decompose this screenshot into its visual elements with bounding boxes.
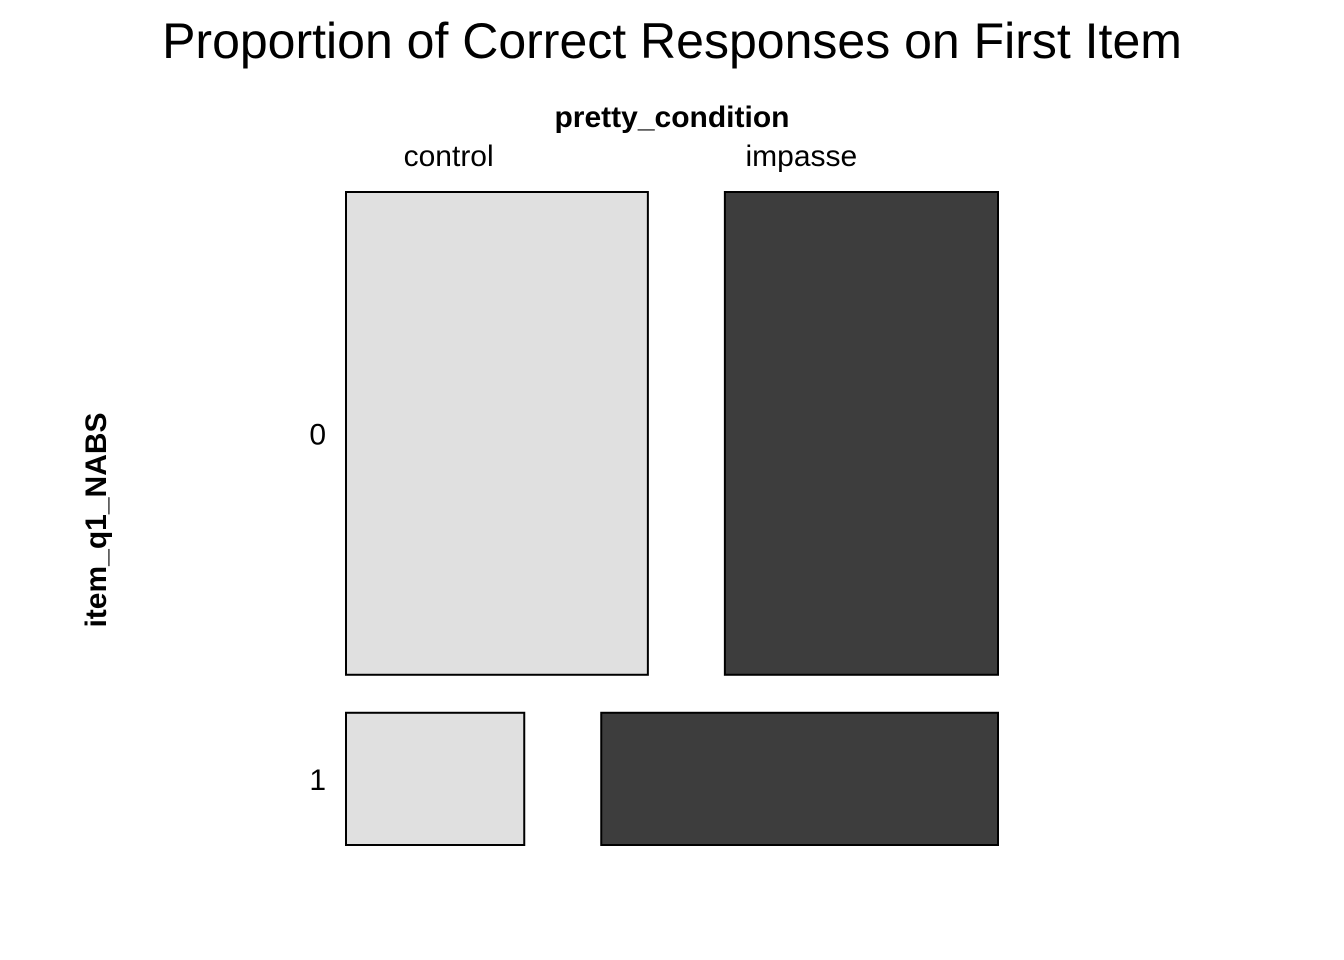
column-label-impasse: impasse [745, 140, 857, 173]
column-label-control: control [404, 140, 494, 173]
row-level-labels: 01 [309, 418, 326, 797]
x-variable-label: pretty_condition [554, 101, 789, 134]
tile-row-1-impasse [600, 711, 999, 847]
y-variable-label: item_q1_NABS [80, 412, 113, 627]
tile-row-0-impasse [723, 191, 999, 676]
chart-title: Proportion of Correct Responses on First… [162, 13, 1182, 69]
tile-row-0-control [345, 191, 649, 676]
mosaic-tiles [345, 191, 999, 847]
column-level-labels: control impasse [404, 140, 858, 173]
row-label-0: 0 [309, 418, 326, 451]
row-label-1: 1 [309, 764, 326, 797]
tile-row-1-control [345, 711, 526, 847]
